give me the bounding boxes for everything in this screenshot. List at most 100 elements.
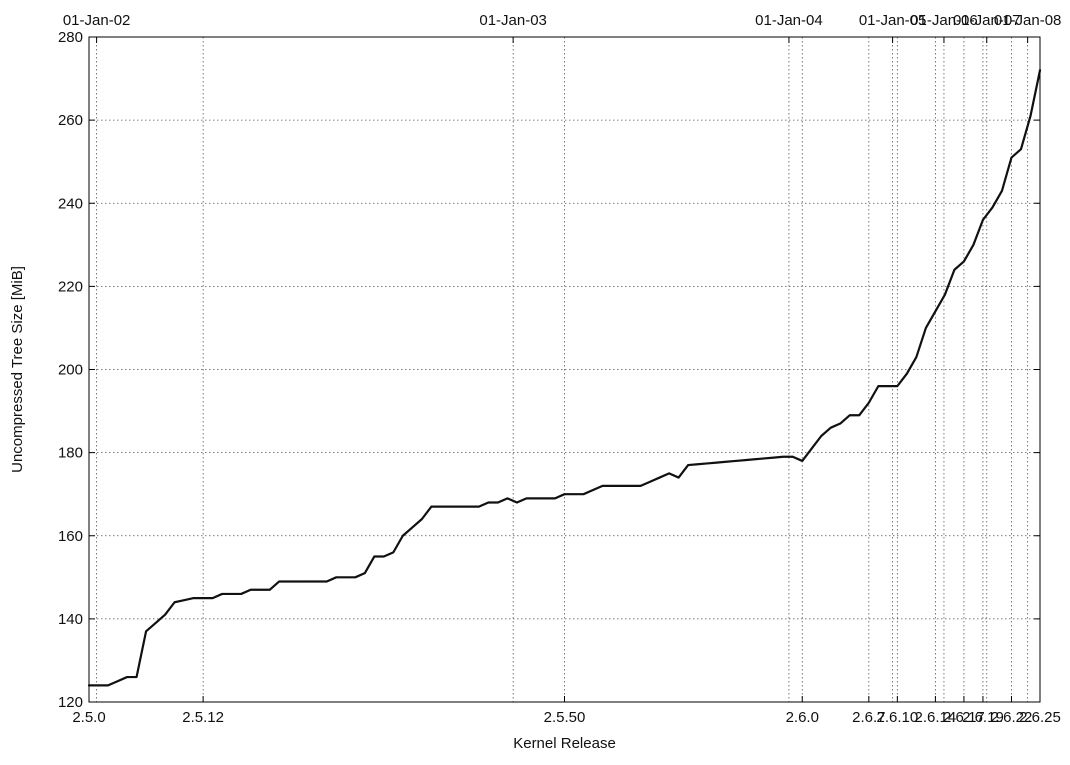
- data-point: [154, 622, 157, 624]
- data-point: [649, 481, 651, 483]
- data-point: [193, 597, 195, 599]
- y-axis-label: Uncompressed Tree Size [MiB]: [9, 266, 26, 473]
- data-point: [601, 485, 604, 487]
- data-point: [221, 593, 223, 595]
- x-tick-label: 2.6.10: [876, 709, 918, 726]
- data-point: [345, 576, 347, 578]
- data-point: [801, 460, 803, 462]
- x-tick-label: 2.6.17: [943, 709, 985, 726]
- data-point: [887, 385, 889, 387]
- data-point: [820, 435, 822, 437]
- data-point: [915, 356, 917, 358]
- grid: [89, 37, 1040, 702]
- data-point: [668, 472, 670, 475]
- data-point: [991, 206, 994, 209]
- data-point: [716, 462, 718, 464]
- data-point: [269, 589, 271, 591]
- data-point: [725, 461, 727, 463]
- data-point: [297, 580, 299, 583]
- data-point: [1029, 115, 1032, 117]
- data-point: [354, 576, 356, 578]
- data-point: [678, 476, 680, 479]
- x-tick-label: 2.6.19: [962, 709, 1004, 726]
- data-point: [858, 414, 860, 416]
- data-point: [706, 462, 708, 465]
- x-tick-label: 2.6.22: [991, 709, 1033, 726]
- x-top-tick-label: 01-Jan-05: [859, 12, 927, 29]
- data-point: [411, 526, 413, 529]
- data-point: [877, 385, 879, 387]
- data-point: [506, 497, 509, 499]
- data-point: [97, 684, 100, 686]
- tick-labels: 120 140 160 180 200 220 240 260 280 2.5.0 2.5.12 2.…: [58, 12, 1061, 726]
- data-point: [316, 580, 318, 583]
- y-tick-label: 240: [58, 195, 83, 212]
- data-point: [554, 497, 556, 499]
- x-top-tick-label: 01-Jan-03: [479, 12, 547, 29]
- data-point: [421, 518, 423, 520]
- x-tick-label: 2.6.14: [915, 709, 957, 726]
- data-point: [535, 497, 537, 499]
- y-tick-label: 160: [58, 528, 83, 545]
- data-point: [630, 485, 632, 487]
- data-point: [164, 614, 166, 616]
- y-tick-label: 220: [58, 278, 83, 295]
- data-point: [449, 506, 451, 508]
- data-point: [763, 457, 765, 460]
- data-point: [896, 385, 898, 387]
- data-point: [868, 402, 870, 404]
- data-point: [487, 501, 490, 504]
- x-tick-label: 2.5.0: [72, 709, 105, 726]
- data-point: [659, 476, 661, 479]
- data-point: [335, 576, 337, 578]
- data-point: [792, 456, 794, 458]
- x-top-tick-label: 01-Jan-08: [994, 12, 1062, 29]
- data-point: [934, 310, 936, 312]
- x-tick-label: 2.5.50: [544, 709, 586, 726]
- data-point: [697, 463, 699, 465]
- data-point: [963, 260, 965, 263]
- data-point: [430, 506, 432, 508]
- data-point: [212, 597, 214, 599]
- data-point: [364, 572, 366, 574]
- ticks: [88, 36, 1041, 703]
- y-tick-label: 260: [58, 112, 83, 129]
- data-point: [373, 555, 375, 558]
- y-tick-label: 180: [58, 445, 83, 462]
- data-point: [116, 680, 119, 682]
- data-point: [231, 593, 233, 595]
- data-point: [516, 501, 518, 504]
- series-layer: [87, 69, 1042, 687]
- data-point: [754, 458, 756, 460]
- x-top-tick-label: 01-Jan-04: [755, 12, 823, 29]
- data-point: [126, 676, 128, 678]
- data-point: [611, 485, 613, 487]
- data-point: [525, 497, 528, 499]
- data-point: [478, 506, 480, 508]
- data-point: [307, 580, 309, 583]
- data-point: [1010, 156, 1013, 159]
- x-tick-label: 2.5.12: [182, 709, 224, 726]
- data-point: [107, 684, 109, 686]
- data-point: [202, 597, 204, 599]
- data-point: [773, 457, 775, 459]
- data-point: [173, 601, 176, 603]
- data-point: [982, 219, 984, 221]
- data-point: [259, 589, 261, 591]
- data-point: [839, 422, 841, 425]
- data-point: [1020, 148, 1022, 150]
- data-point: [639, 485, 642, 487]
- y-tick-label: 200: [58, 362, 83, 379]
- data-point: [183, 599, 185, 601]
- x-tick-label: 2.6.7: [852, 709, 885, 726]
- data-point: [620, 485, 623, 487]
- data-point: [383, 555, 385, 558]
- x-tick-label: 2.6.0: [786, 709, 819, 726]
- data-point: [849, 414, 851, 416]
- data-point: [240, 593, 242, 595]
- data-point: [440, 506, 442, 508]
- data-point: [326, 580, 328, 583]
- data-point: [288, 580, 290, 583]
- data-point: [1001, 190, 1003, 192]
